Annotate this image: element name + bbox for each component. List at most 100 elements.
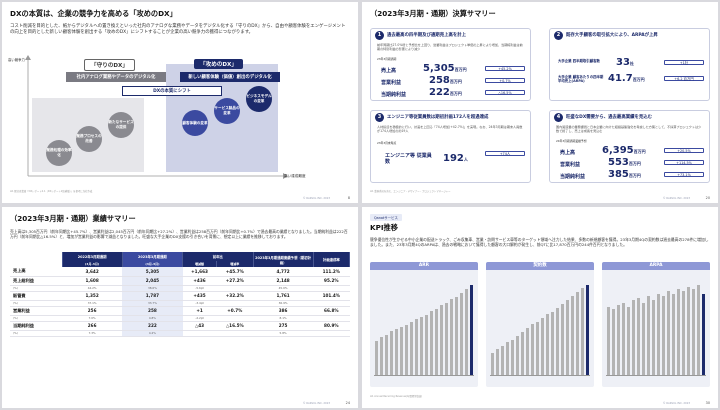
cell-fy23: 1,787 [122, 291, 183, 301]
bar-15 [560, 304, 565, 375]
metric-label: 大手企業 四半期取引顧客数 [558, 59, 600, 63]
bar-2 [379, 336, 384, 375]
circle-label: ビジネスモデルの変革 [246, 94, 272, 103]
delta-badge: +45.2% [485, 66, 525, 71]
summary-card-2: 2 既存大手顧客の取引拡大により、ARPAが上昇 大手企業 四半期取引顧客数 3… [549, 28, 710, 101]
ratio-blank [313, 330, 350, 337]
cell-rate: +32.2% [216, 291, 254, 301]
cell-progress: 101.4% [313, 291, 350, 301]
delta-badge: △16.5% [485, 90, 525, 95]
offensive-band: 新しい顧客体験（価値）創出のデジタル化 [180, 72, 280, 82]
cell-rate: +0.7% [216, 306, 254, 316]
x-axis-line [606, 375, 706, 376]
cell-rate: △16.5% [216, 321, 254, 331]
slide-body: 競争優位性が生かせる中小企業の配送トラック、ごみ収集車、営業・訪問サービス車等の… [370, 237, 709, 248]
metric-label: 大手企業 顧客あたりの四半期平均売上(ARPA) [558, 75, 604, 84]
row-label: 営業利益 [10, 306, 62, 316]
card-number: 4 [554, 113, 563, 122]
ratio-row: (%) 37.1% 33.7% -3.4pt 36.9% [10, 300, 350, 307]
ratio-fy23: 4.8% [122, 315, 183, 322]
ratio-diff: -2.2pt [182, 315, 217, 322]
cell-rate: +45.7% [216, 267, 254, 277]
summary-card-4: 4 旺盛なDX需要から、過去最高業績を見込む 国内製造業の業務課題と日本企業に向… [549, 110, 710, 183]
metric-label: エンジニア等 従業員数 [385, 153, 432, 165]
panel-title: ARPA [602, 262, 710, 270]
bar-7 [636, 298, 641, 375]
ratio-diff: -5.6pt [182, 285, 217, 292]
metric-value: 385百万円 [608, 169, 641, 180]
slide-kpi: Qanatサービス KPI推移 競争優位性が生かせる中小企業の配送トラック、ごみ… [362, 207, 718, 408]
circle-label: 顧客体験の変革 [182, 120, 208, 125]
bar-6 [399, 326, 404, 375]
bar-1 [490, 353, 495, 375]
header-fy22-sub: (4月-3月) [62, 261, 123, 267]
footnote: ※1 業務委託を含む、エンジニア・デザイナー・プロジェクトマネージャー [370, 190, 451, 193]
bar-4 [505, 341, 510, 375]
bar-17 [570, 296, 575, 375]
metric-value: 192人 [443, 153, 468, 164]
value-text: 222 [429, 87, 450, 98]
ratio-label: (%) [10, 330, 62, 337]
ratio-blank [313, 285, 350, 292]
bar-12 [545, 314, 550, 375]
ratio-forecast: 8.1% [253, 315, 314, 322]
x-axis-line [490, 375, 590, 376]
cell-forecast: 2,148 [253, 276, 314, 286]
ratio-row: (%) 7.0% 4.8% -2.2pt 8.1% [10, 315, 350, 322]
page-number: 8 [347, 196, 350, 200]
bar-10 [535, 321, 540, 375]
delta-badge: +73.1% [664, 172, 704, 177]
header-text: 2023年3月期通期 [138, 255, 167, 259]
ratio-fy22: 37.1% [62, 300, 123, 307]
bar-9 [646, 295, 651, 375]
shift-label: DXの本質にシフト [153, 89, 191, 94]
value-text: 5,305 [423, 63, 455, 74]
ratio-blank [216, 315, 254, 322]
ratio-fy23: 33.7% [122, 300, 183, 307]
card-title: 過去最高の四半期及び通期売上高を計上 [387, 33, 467, 38]
card-number: 3 [375, 113, 384, 122]
defensive-dx-chip: 「守りのDX」 [84, 59, 135, 71]
circle-new-service: 新たなサービスの提供 [108, 112, 134, 138]
cell-fy23: 5,305 [122, 267, 183, 277]
value-text: 553 [608, 157, 629, 168]
slide-title: KPI推移 [370, 223, 398, 232]
bar-13 [550, 312, 555, 375]
unit-text: 百万円 [632, 77, 645, 82]
ratio-label: (%) [10, 315, 62, 322]
unit-text: 百万円 [449, 91, 462, 96]
card-title: 既存大手顧客の取引拡大により、ARPAが上昇 [566, 33, 658, 38]
table-row: 売上高 3,642 5,305 +1,663 +45.7% 4,772 111.… [10, 267, 350, 277]
ratio-forecast: 36.9% [253, 300, 314, 307]
x-axis-label: 高い達成難度 [284, 174, 306, 178]
circle-product: サービス製品の変革 [214, 98, 240, 124]
slide-results-summary: （2023年3月期・通期）決算サマリー 1 過去最高の四半期及び通期売上高を計上… [362, 2, 718, 203]
circle-label: サービス製品の変革 [214, 106, 240, 115]
value-text: 6,395 [602, 145, 634, 156]
ratio-forecast: 5.8% [253, 330, 314, 337]
ratio-fy23: 4.2% [122, 330, 183, 337]
ratio-blank [313, 300, 350, 307]
metric-value: 33社 [616, 57, 634, 68]
card-desc: 国内製造業の業務課題と日本企業に向けた組織基盤強化を考慮した方策として、不採算プ… [556, 125, 702, 134]
bar-12 [661, 295, 666, 375]
results-table: 2022年3月期通期 2023年3月期通期 前年比 2023年3月期通期業績予想… [10, 252, 351, 337]
bar-5 [510, 339, 515, 375]
bar-17 [686, 286, 691, 375]
header-yoy-rate: 増減率 [216, 261, 254, 267]
header-blank [10, 252, 63, 267]
circle-business-model: ビジネスモデルの変革 [246, 86, 272, 112]
unit-text: 人 [463, 157, 468, 162]
bar-2 [611, 309, 616, 375]
metric-value: 5,305百万円 [423, 63, 467, 74]
metric-label: 売上高 [381, 68, 397, 74]
unit-text: 百万円 [628, 173, 641, 178]
card-desc: 前年同期比27.0%増と予想比を上回り、営業利益はプロジェクト単価の上昇により増… [377, 43, 523, 52]
footnote: ※1 Annual Recurring Revenue(年間経常収益) [370, 395, 423, 398]
cell-fy23: 258 [122, 306, 183, 316]
ratio-blank [216, 330, 254, 337]
value-text: 192 [443, 153, 464, 164]
table-row: 営業利益 256 258 +1 +0.7% 386 66.8% [10, 306, 350, 316]
bar-9 [414, 318, 419, 375]
cell-fy23: 2,045 [122, 276, 183, 286]
